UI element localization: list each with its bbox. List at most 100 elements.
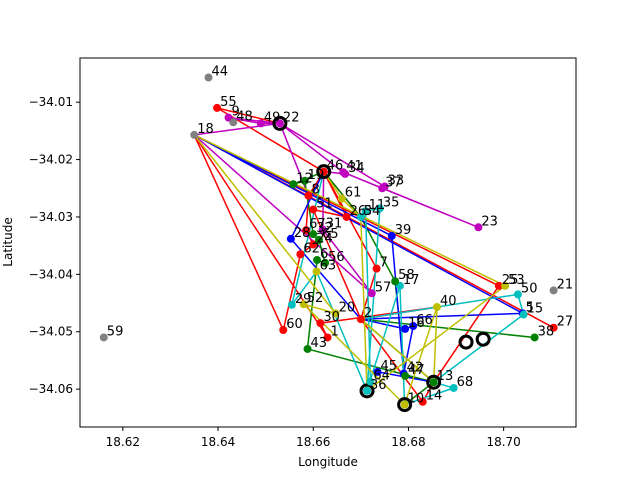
point-28 [286, 234, 295, 243]
point-14 [418, 397, 427, 406]
x-tick-label: 18.66 [296, 435, 330, 449]
point-label-10: 10 [408, 392, 425, 407]
point-label-40: 40 [440, 294, 457, 309]
point-63 [312, 267, 321, 276]
plot-frame [79, 57, 577, 428]
point-label-33: 33 [388, 174, 405, 189]
point-label-65: 65 [322, 227, 339, 242]
x-tick-label: 18.68 [391, 435, 425, 449]
point-45 [373, 367, 382, 376]
point-label-37: 37 [385, 175, 402, 190]
point-label-13: 13 [437, 369, 454, 384]
point-label-22: 22 [283, 110, 300, 125]
point-label-52: 52 [307, 291, 324, 306]
y-axis-label: Latitude [1, 217, 15, 266]
point-label-45: 45 [381, 359, 398, 374]
point-20 [331, 309, 340, 318]
point-label-1: 1 [331, 324, 339, 339]
point-label-56: 56 [328, 250, 345, 265]
point-56 [321, 258, 330, 267]
point-51 [309, 205, 318, 214]
point-52 [299, 300, 308, 309]
point-label-19: 19 [308, 168, 325, 183]
point-40 [433, 303, 442, 312]
point-label-48: 48 [236, 109, 253, 124]
point-30 [316, 319, 325, 328]
point-26 [342, 212, 351, 221]
point-7 [372, 264, 381, 273]
point-41 [339, 168, 348, 177]
point-19 [300, 176, 309, 185]
point-label-20: 20 [339, 300, 356, 315]
point-label-62: 62 [303, 241, 320, 256]
point-label-11: 11 [369, 198, 386, 213]
point-label-38: 38 [538, 324, 555, 339]
point-label-23: 23 [481, 214, 498, 229]
point-49 [256, 119, 265, 128]
point-label-26: 26 [350, 204, 367, 219]
point-label-66: 66 [416, 313, 433, 328]
depot-marker-22 [272, 115, 288, 131]
depot-marker-18 [475, 331, 491, 347]
point-15 [519, 310, 528, 319]
point-label-8: 8 [311, 183, 319, 198]
point-label-18: 18 [197, 122, 214, 137]
point-50 [513, 290, 522, 299]
point-60 [279, 326, 288, 335]
point-59 [99, 333, 108, 342]
point-label-35: 35 [383, 195, 400, 210]
point-label-64: 64 [373, 369, 390, 384]
point-55 [213, 103, 222, 112]
point-54 [356, 212, 365, 221]
depot-marker-36 [359, 383, 375, 399]
x-axis-ticks: 18.62 18.64 18.66 18.68 18.70 [106, 427, 521, 449]
point-label-24: 24 [316, 232, 333, 247]
point-37 [378, 184, 387, 193]
point-21 [549, 286, 558, 295]
route-line-6 [193, 134, 526, 374]
point-label-27: 27 [557, 315, 574, 330]
point-label-55: 55 [220, 95, 237, 110]
y-tick-label: −34.01 [29, 95, 73, 109]
y-tick-label: −34.03 [29, 210, 73, 224]
point-label-7: 7 [380, 256, 388, 271]
point-label-3: 3 [364, 204, 372, 219]
point-10 [400, 400, 409, 409]
y-tick-label: −34.02 [29, 153, 73, 167]
x-axis-label: Longitude [298, 455, 358, 469]
point-61 [337, 194, 346, 203]
point-label-67: 67 [309, 217, 326, 232]
point-label-43: 43 [311, 336, 328, 351]
point-label-29: 29 [295, 292, 312, 307]
depot-marker-46 [316, 164, 332, 180]
point-46 [319, 167, 328, 176]
point-67 [302, 226, 311, 235]
x-tick-label: 18.64 [201, 435, 235, 449]
point-24 [309, 240, 318, 249]
point-13 [429, 378, 438, 387]
point-22 [275, 119, 284, 128]
point-label-30: 30 [323, 310, 340, 325]
point-66 [409, 321, 418, 330]
point-12 [289, 180, 298, 189]
point-53 [501, 281, 510, 290]
point-label-53: 53 [508, 273, 525, 288]
point-64 [366, 377, 375, 386]
point-29 [287, 300, 296, 309]
point-label-28: 28 [294, 226, 311, 241]
depot-marker-2 [458, 334, 474, 350]
point-label-51: 51 [316, 197, 333, 212]
point-label-57: 57 [375, 280, 392, 295]
point-47 [401, 371, 410, 380]
point-label-5: 5 [526, 300, 534, 315]
point-label-59: 59 [107, 324, 124, 339]
point-62 [296, 250, 305, 259]
point-2 [356, 315, 365, 324]
point-label-46: 46 [327, 159, 344, 174]
point-label-47: 47 [408, 363, 425, 378]
point-43 [303, 344, 312, 353]
point-label-58: 58 [398, 268, 415, 283]
point-58 [391, 277, 400, 286]
point-label-54: 54 [364, 204, 381, 219]
